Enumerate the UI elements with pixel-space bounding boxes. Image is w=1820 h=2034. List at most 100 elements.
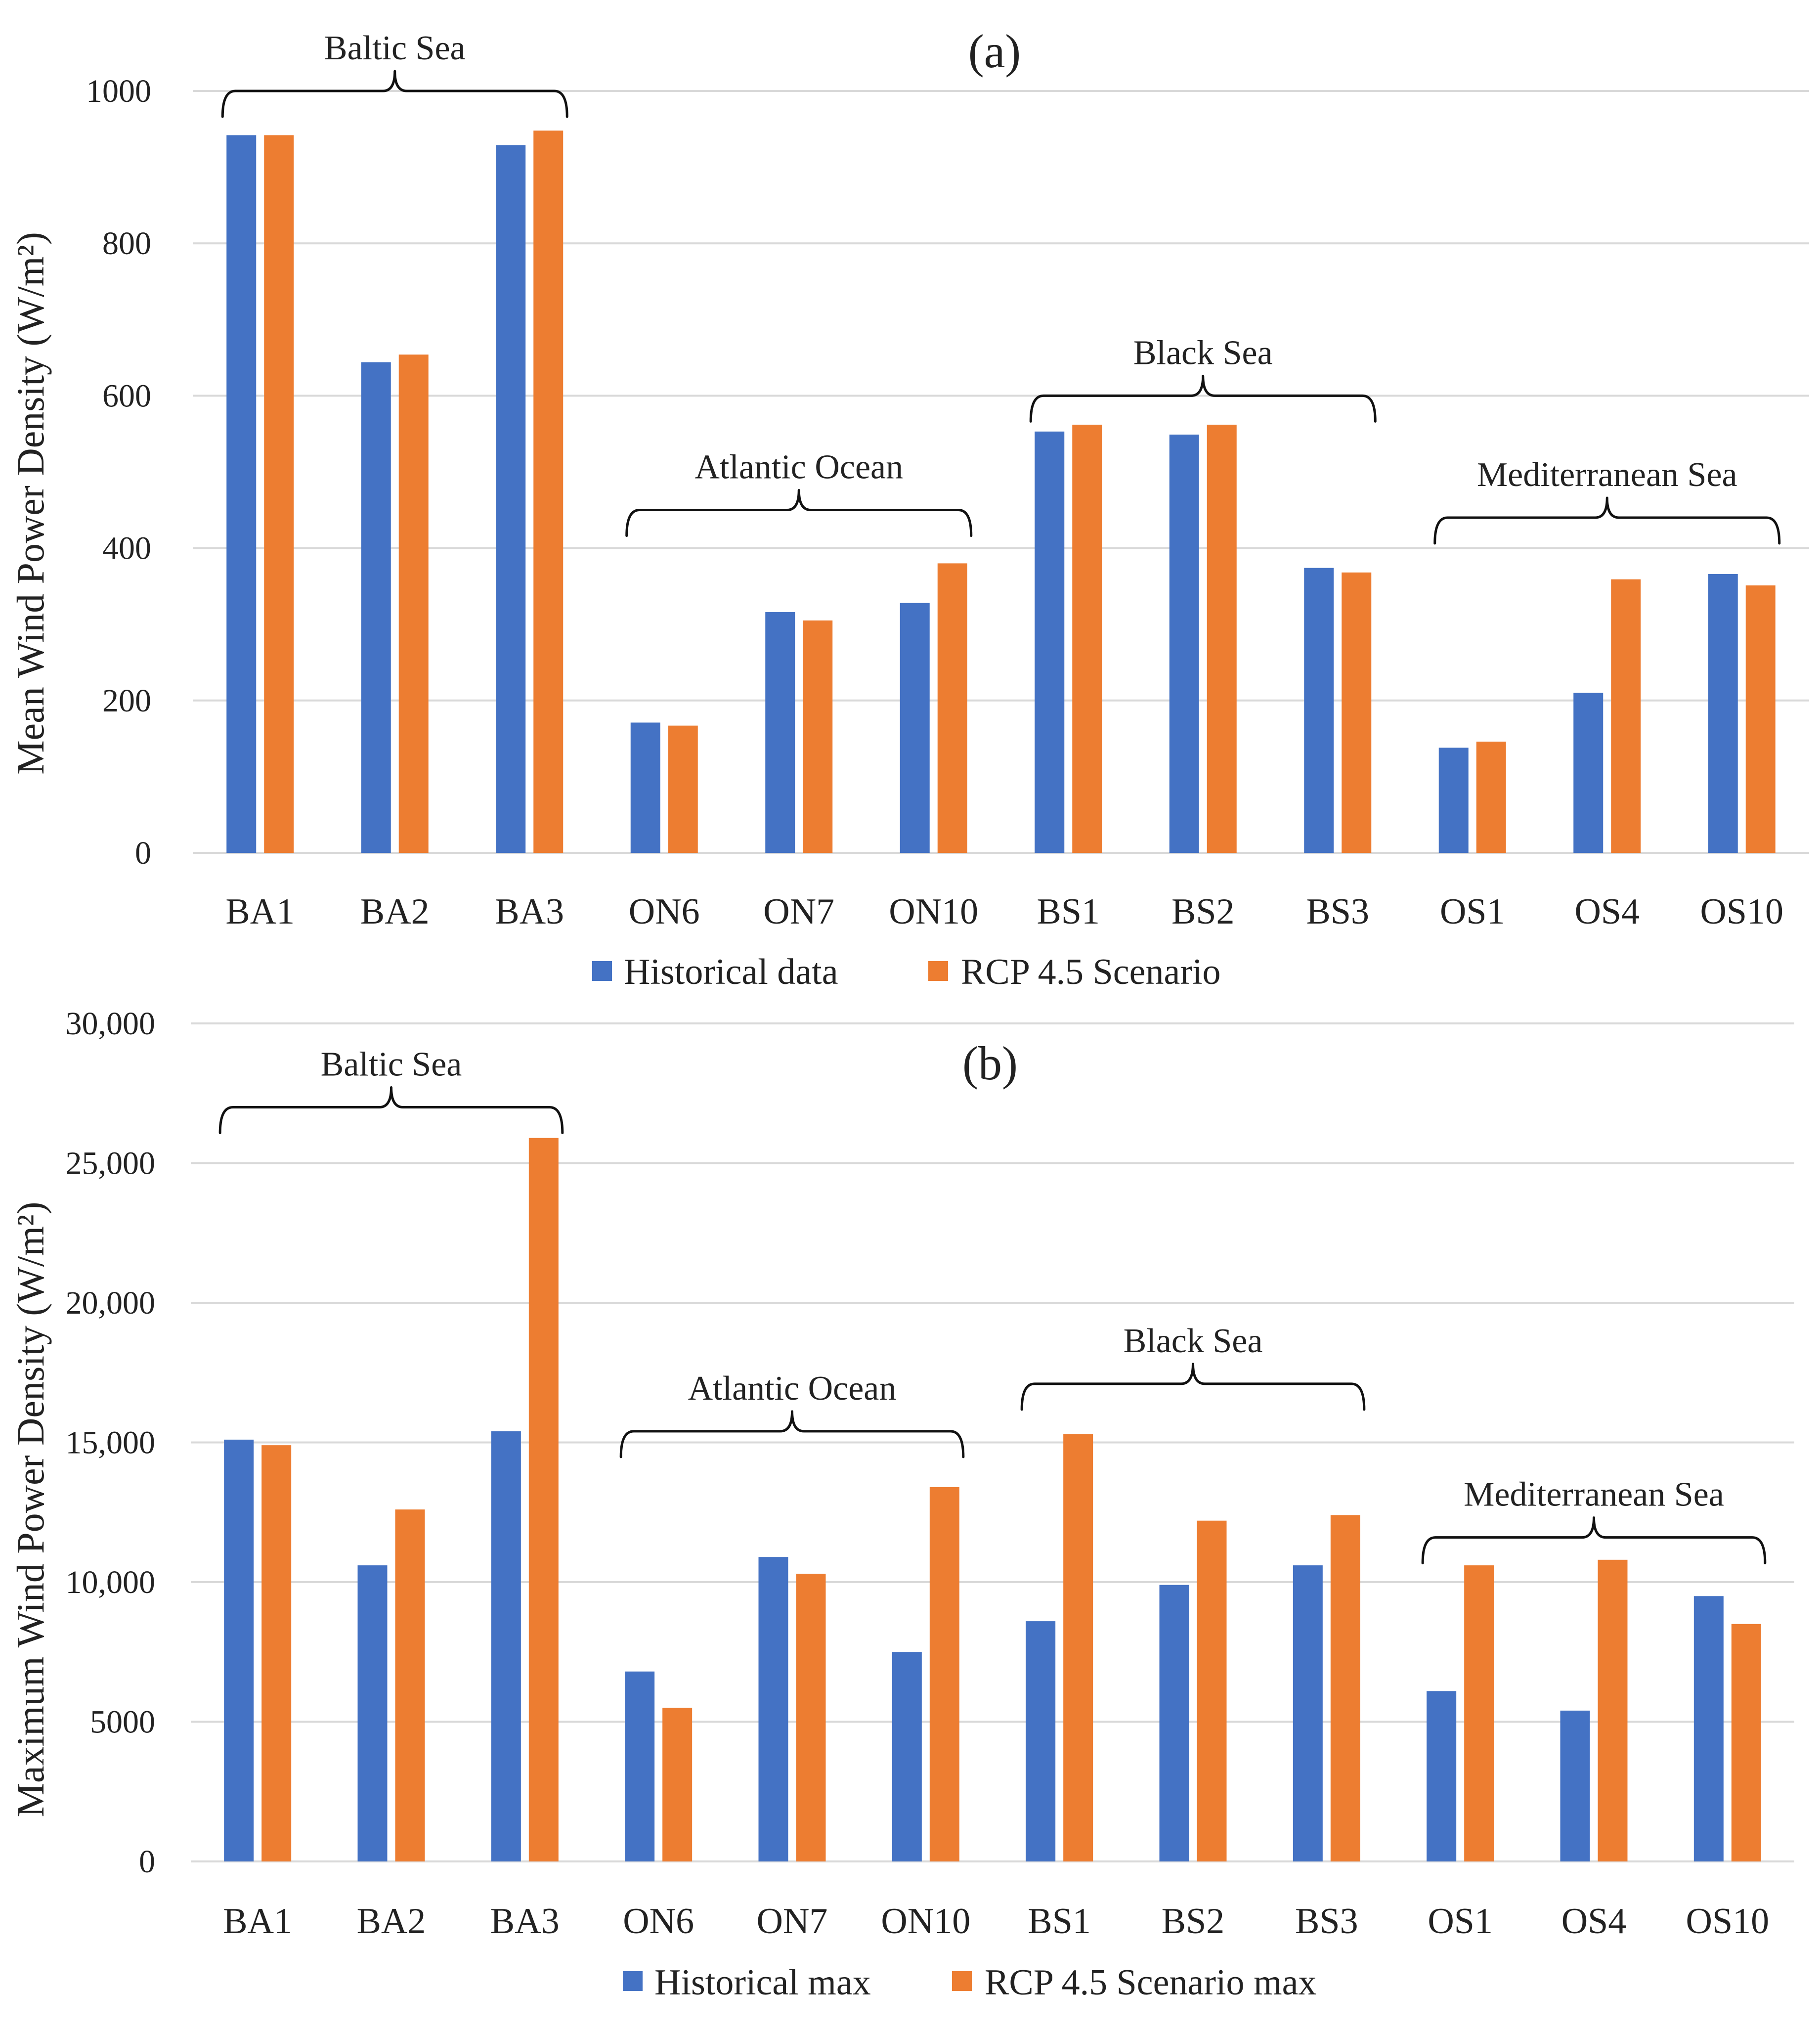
category-label: ON6 (629, 891, 700, 932)
bar-historical-on6 (630, 722, 660, 853)
category-label: OS10 (1686, 1901, 1770, 1942)
panel-b-y-axis-label: Maximum Wind Power Density (W/m²) (9, 1202, 52, 1817)
region-label: Black Sea (1133, 334, 1273, 372)
bar-scenario-on10 (937, 563, 967, 853)
category-label: ON10 (881, 1901, 970, 1942)
category-label: BA3 (490, 1901, 560, 1942)
bar-scenario-os10 (1745, 585, 1776, 853)
panel-b-label: (b) (962, 1037, 1018, 1090)
y-tick-label: 10,000 (66, 1564, 156, 1600)
category-label: BS3 (1295, 1901, 1358, 1942)
bar-scenario-on7 (796, 1574, 826, 1861)
region-bracket (1433, 496, 1781, 545)
region-bracket (1029, 374, 1377, 423)
y-tick-label: 0 (139, 1844, 155, 1880)
category-label: BS1 (1028, 1901, 1091, 1942)
bar-scenario-ba1 (261, 1445, 292, 1861)
y-tick-label: 20,000 (66, 1285, 156, 1321)
category-label: OS1 (1440, 891, 1505, 932)
region-bracket (1020, 1363, 1366, 1411)
bar-historical-os10 (1693, 1596, 1724, 1861)
legend-swatch-scenario-max (952, 1971, 972, 1991)
legend-swatch-scenario (928, 961, 948, 981)
bar-historical-on10 (892, 1652, 922, 1861)
bar-scenario-ba3 (528, 1138, 559, 1861)
bar-scenario-on10 (929, 1487, 959, 1861)
bar-scenario-os4 (1611, 579, 1641, 853)
bar-historical-bs2 (1169, 434, 1199, 853)
legend-swatch-historical (592, 961, 612, 981)
bar-historical-ba3 (491, 1431, 521, 1861)
category-label: BS2 (1171, 891, 1235, 932)
bar-scenario-on7 (803, 620, 833, 853)
bar-historical-on7 (765, 612, 795, 853)
region-bracket (619, 1410, 965, 1459)
bar-historical-on10 (900, 603, 930, 853)
panel-a-bars (226, 131, 1776, 853)
bar-historical-os1 (1427, 1691, 1457, 1861)
panel-b-bars (224, 1138, 1761, 1861)
bar-scenario-os1 (1464, 1565, 1494, 1861)
panel-a-region-brackets: Baltic Sea Atlantic Ocean Black Sea Mediter… (221, 29, 1781, 545)
region-label: Mediterranean Sea (1477, 456, 1737, 494)
y-tick-label: 1000 (86, 73, 151, 109)
category-label: OS4 (1574, 891, 1640, 932)
category-label: BA1 (223, 1901, 292, 1942)
bar-scenario-os1 (1476, 742, 1506, 853)
bar-historical-bs2 (1159, 1585, 1189, 1861)
panel-b-gridlines (191, 1022, 1794, 1862)
panel-a-y-ticks: 0 200 400 600 800 1000 (86, 73, 151, 871)
bar-historical-os4 (1573, 693, 1603, 853)
category-label: BS1 (1037, 891, 1100, 932)
category-label: BA2 (357, 1901, 426, 1942)
bar-historical-ba3 (496, 145, 526, 853)
category-label: OS10 (1700, 891, 1783, 932)
region-label: Atlantic Ocean (688, 1370, 897, 1408)
category-label: BA2 (360, 891, 430, 932)
panel-a-gridlines (193, 90, 1809, 854)
y-tick-label: 15,000 (66, 1425, 156, 1461)
category-label: ON7 (763, 891, 834, 932)
category-label: BS3 (1306, 891, 1369, 932)
category-label: OS4 (1561, 1901, 1627, 1942)
bar-historical-bs1 (1026, 1621, 1056, 1861)
bar-scenario-os4 (1598, 1559, 1628, 1861)
bar-scenario-bs2 (1207, 424, 1237, 853)
panel-a: 0 200 400 600 800 1000 BA1 BA2 BA3 ON6 ON7 ON10 BS1… (9, 25, 1809, 992)
bar-scenario-bs1 (1072, 424, 1102, 853)
legend-label-scenario: RCP 4.5 Scenario (961, 952, 1221, 992)
panel-a-y-axis-label: Mean Wind Power Density (W/m²) (9, 232, 52, 775)
region-bracket (218, 1086, 564, 1134)
panel-b-category-labels: BA1 BA2 BA3 ON6 ON7 ON10 BS1 BS2 BS3 OS1 OS4 OS10 (223, 1901, 1769, 1942)
category-label: BA3 (495, 891, 564, 932)
bar-scenario-on6 (662, 1708, 693, 1861)
bar-historical-bs3 (1293, 1565, 1323, 1861)
region-label: Baltic Sea (324, 29, 466, 67)
bar-scenario-ba3 (533, 131, 563, 853)
region-label: Mediterranean Sea (1464, 1476, 1724, 1514)
bar-historical-ba2 (357, 1565, 388, 1861)
bar-historical-ba2 (361, 362, 391, 853)
legend-label-historical: Historical data (624, 952, 838, 992)
bar-historical-ba1 (224, 1439, 254, 1861)
region-label: Baltic Sea (321, 1046, 462, 1084)
y-tick-label: 0 (135, 835, 151, 871)
bar-historical-os1 (1438, 748, 1469, 853)
bar-historical-os4 (1560, 1710, 1590, 1861)
category-label: BA1 (225, 891, 295, 932)
bar-scenario-ba2 (395, 1509, 425, 1861)
bar-scenario-bs2 (1197, 1520, 1227, 1861)
region-bracket (625, 489, 973, 537)
panel-b-region-brackets: Baltic Sea Atlantic Ocean Black Sea Mediter… (218, 1046, 1767, 1565)
y-tick-label: 400 (102, 531, 151, 567)
legend-label-historical-max: Historical max (654, 1962, 871, 2003)
bar-historical-bs1 (1035, 431, 1065, 853)
y-tick-label: 30,000 (66, 1006, 156, 1042)
bar-scenario-bs3 (1342, 572, 1372, 853)
bar-historical-bs3 (1304, 568, 1334, 853)
category-label: BS2 (1162, 1901, 1225, 1942)
region-label: Black Sea (1124, 1322, 1263, 1360)
bar-historical-on6 (625, 1671, 655, 1861)
legend-swatch-historical-max (623, 1971, 643, 1991)
